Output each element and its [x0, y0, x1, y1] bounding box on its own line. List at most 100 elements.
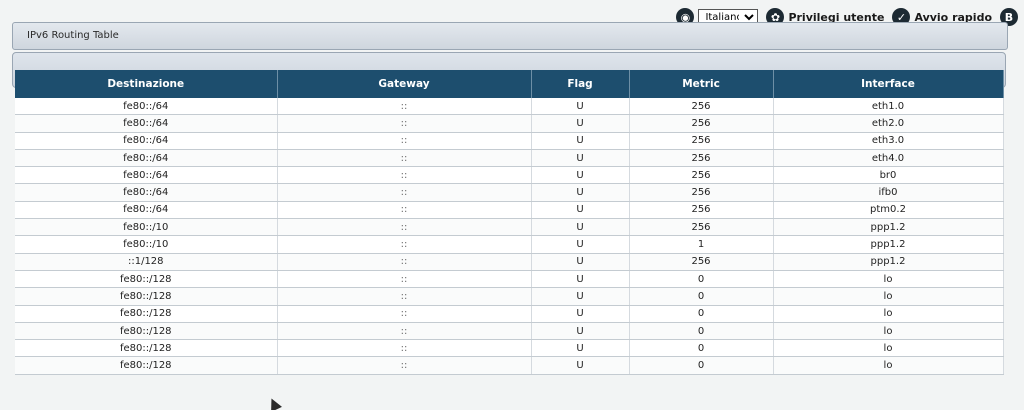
cell-gateway: ::: [277, 218, 532, 237]
cell-flag: U: [531, 149, 630, 168]
cell-destination: fe80::/128: [15, 322, 278, 341]
table-row: fe80::/128:: U 0 lo: [15, 356, 1004, 375]
cell-metric: 256: [629, 166, 774, 185]
cell-metric: 256: [629, 183, 774, 202]
cell-interface: ptm0.2: [773, 201, 1004, 220]
cell-interface: eth1.0: [773, 98, 1004, 116]
cell-metric: 256: [629, 149, 774, 168]
cell-flag: U: [531, 201, 630, 220]
cell-gateway: ::: [277, 166, 532, 185]
cell-destination: fe80::/64: [15, 183, 278, 202]
cell-metric: 0: [629, 356, 774, 375]
cell-gateway: ::: [277, 253, 532, 271]
table-row: fe80::/128:: U 0 lo: [15, 339, 1004, 358]
header-gateway: Gateway: [277, 70, 532, 98]
page-title: IPv6 Routing Table: [27, 30, 119, 41]
cell-metric: 256: [629, 201, 774, 220]
cell-metric: 256: [629, 218, 774, 237]
cell-destination: fe80::/64: [15, 201, 278, 220]
table-row: ::1/128:: U 256 ppp1.2: [15, 253, 1004, 271]
cell-flag: U: [531, 183, 630, 202]
table-row: fe80::/64:: U 256 ptm0.2: [15, 201, 1004, 220]
header-metric: Metric: [629, 70, 774, 98]
table-row: fe80::/10:: U 1 ppp1.2: [15, 235, 1004, 254]
cell-gateway: ::: [277, 132, 532, 150]
table-row: fe80::/64:: U 256 br0: [15, 166, 1004, 185]
table-row: fe80::/128:: U 0 lo: [15, 270, 1004, 289]
cell-metric: 256: [629, 132, 774, 150]
cell-flag: U: [531, 253, 630, 271]
cell-metric: 0: [629, 305, 774, 323]
user-privileges-label: Privilegi utente: [788, 10, 885, 24]
mouse-cursor-icon: [266, 396, 282, 410]
top-bar: ◉ Italiano ✿ Privilegi utente ✓ Avvio ra…: [676, 0, 1024, 34]
cell-destination: fe80::/128: [15, 305, 278, 323]
table-header-row: Destinazione Gateway Flag Metric Interfa…: [15, 70, 1004, 98]
cell-destination: fe80::/64: [15, 149, 278, 168]
cell-flag: U: [531, 270, 630, 289]
routing-table: Destinazione Gateway Flag Metric Interfa…: [15, 70, 1004, 375]
cell-destination: fe80::/128: [15, 339, 278, 358]
cell-destination: fe80::/128: [15, 356, 278, 375]
cell-gateway: ::: [277, 149, 532, 168]
table-row: fe80::/128:: U 0 lo: [15, 322, 1004, 341]
help-icon[interactable]: B: [1000, 8, 1018, 26]
cell-flag: U: [531, 114, 630, 133]
table-row: fe80::/64:: U 256 eth3.0: [15, 132, 1004, 150]
cell-flag: U: [531, 166, 630, 185]
cell-gateway: ::: [277, 322, 532, 341]
cell-metric: 256: [629, 98, 774, 116]
cell-flag: U: [531, 98, 630, 116]
table-row: fe80::/10:: U 256 ppp1.2: [15, 218, 1004, 237]
cell-interface: lo: [773, 270, 1004, 289]
cell-destination: fe80::/64: [15, 132, 278, 150]
cell-metric: 0: [629, 270, 774, 289]
quick-start-icon: ✓: [892, 8, 911, 26]
title-panel: IPv6 Routing Table: [12, 22, 1008, 50]
cell-destination: fe80::/64: [15, 114, 278, 133]
cell-flag: U: [531, 322, 630, 341]
cell-destination: ::1/128: [15, 253, 278, 271]
cell-metric: 1: [629, 235, 774, 254]
quick-start-label: Avvio rapido: [914, 10, 992, 24]
user-privileges-link[interactable]: ✿ Privilegi utente: [766, 8, 884, 26]
cell-flag: U: [531, 132, 630, 150]
cell-gateway: ::: [277, 98, 532, 116]
globe-icon: ◉: [676, 8, 695, 26]
cell-flag: U: [531, 235, 630, 254]
cell-gateway: ::: [277, 114, 532, 133]
user-privileges-icon: ✿: [766, 8, 785, 26]
table-row: fe80::/64:: U 256 eth4.0: [15, 149, 1004, 168]
cell-metric: 256: [629, 114, 774, 133]
cell-destination: fe80::/64: [15, 98, 278, 116]
cell-gateway: ::: [277, 183, 532, 202]
header-flag: Flag: [531, 70, 630, 98]
cell-destination: fe80::/64: [15, 166, 278, 185]
cell-gateway: ::: [277, 305, 532, 323]
table-row: fe80::/64:: U 256 eth2.0: [15, 114, 1004, 133]
cell-metric: 256: [629, 253, 774, 271]
header-destination: Destinazione: [15, 70, 278, 98]
cell-flag: U: [531, 356, 630, 375]
cell-interface: lo: [773, 287, 1004, 306]
table-row: fe80::/64:: U 256 eth1.0: [15, 98, 1004, 116]
cell-flag: U: [531, 339, 630, 358]
cell-interface: ppp1.2: [773, 253, 1004, 271]
quick-start-link[interactable]: ✓ Avvio rapido: [892, 8, 992, 26]
cell-interface: ppp1.2: [773, 218, 1004, 237]
cell-interface: eth4.0: [773, 149, 1004, 168]
cell-metric: 0: [629, 339, 774, 358]
cell-interface: br0: [773, 166, 1004, 185]
cell-gateway: ::: [277, 270, 532, 289]
cell-gateway: ::: [277, 235, 532, 254]
cell-gateway: ::: [277, 356, 532, 375]
cell-interface: ppp1.2: [773, 235, 1004, 254]
cell-flag: U: [531, 305, 630, 323]
cell-destination: fe80::/10: [15, 218, 278, 237]
cell-destination: fe80::/128: [15, 287, 278, 306]
table-row: fe80::/64:: U 256 ifb0: [15, 183, 1004, 202]
cell-interface: lo: [773, 339, 1004, 358]
cell-interface: ifb0: [773, 183, 1004, 202]
table-row: fe80::/128:: U 0 lo: [15, 305, 1004, 323]
